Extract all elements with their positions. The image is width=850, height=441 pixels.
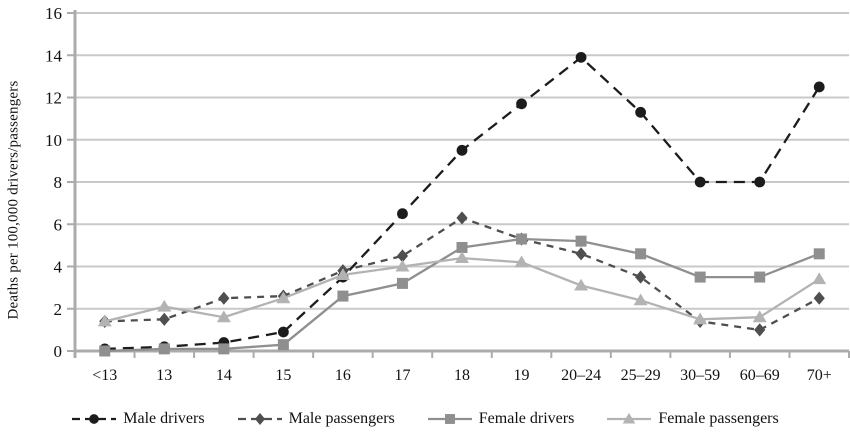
legend-label: Female drivers — [478, 410, 575, 427]
series-female-drivers — [99, 233, 825, 357]
y-tick-labels: 0 2 4 6 8 10 12 14 16 — [45, 4, 63, 361]
svg-text:19: 19 — [514, 367, 530, 384]
svg-text:60–69: 60–69 — [740, 367, 780, 384]
svg-text:20–24: 20–24 — [561, 367, 601, 384]
legend-item-male-drivers: Male drivers — [71, 410, 205, 428]
svg-text:4: 4 — [54, 258, 63, 277]
svg-text:2: 2 — [54, 300, 63, 319]
legend-item-female-drivers: Female drivers — [427, 410, 575, 428]
svg-text:16: 16 — [335, 367, 351, 384]
svg-text:<13: <13 — [92, 367, 117, 384]
y-axis-title: Deaths per 100,000 drivers/passengers — [5, 80, 22, 320]
series-female-passengers — [97, 251, 827, 327]
svg-text:18: 18 — [454, 367, 470, 384]
axes — [73, 10, 850, 358]
legend-label: Male passengers — [288, 410, 395, 427]
svg-text:17: 17 — [394, 367, 410, 384]
svg-text:14: 14 — [45, 46, 63, 65]
chart-legend: Male drivers Male passengers Female driv… — [0, 404, 850, 434]
svg-text:14: 14 — [216, 367, 232, 384]
svg-text:70+: 70+ — [807, 367, 832, 384]
svg-text:6: 6 — [54, 215, 63, 234]
diamond-marker-icon — [237, 413, 282, 425]
legend-label: Male drivers — [123, 410, 205, 427]
legend-item-female-passengers: Female passengers — [606, 410, 779, 428]
circle-marker-icon — [72, 414, 117, 424]
legend-item-male-passengers: Male passengers — [237, 410, 395, 428]
square-marker-icon — [427, 414, 472, 424]
svg-text:16: 16 — [45, 4, 62, 23]
svg-text:0: 0 — [54, 342, 63, 361]
x-tick-labels: <13 13 14 15 16 17 18 19 20–24 25–29 30–59 60–69 70+ — [92, 367, 831, 384]
svg-text:15: 15 — [275, 367, 291, 384]
svg-text:8: 8 — [54, 173, 63, 192]
legend-label: Female passengers — [658, 410, 779, 427]
svg-text:25–29: 25–29 — [621, 367, 661, 384]
svg-text:13: 13 — [156, 367, 172, 384]
triangle-marker-icon — [607, 412, 652, 424]
gridlines — [75, 12, 849, 310]
svg-text:30–59: 30–59 — [680, 367, 720, 384]
svg-text:12: 12 — [45, 89, 62, 108]
svg-text:10: 10 — [45, 131, 62, 150]
